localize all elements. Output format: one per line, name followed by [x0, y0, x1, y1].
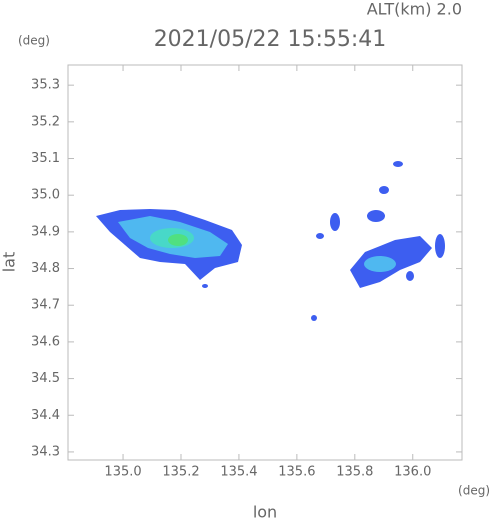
x-tick-label: 135.0: [104, 465, 141, 480]
echo: [364, 256, 396, 272]
y-unit: (deg): [18, 34, 50, 48]
echo: [168, 234, 188, 246]
x-unit: (deg): [458, 484, 490, 498]
x-axis-label: lon: [253, 503, 277, 522]
echoes: [96, 161, 445, 321]
echo: [367, 210, 385, 222]
y-tick-label: 34.3: [31, 444, 60, 459]
echo: [330, 213, 340, 231]
x-tick-label: 136.0: [394, 465, 431, 480]
x-tick-label: 135.4: [220, 465, 257, 480]
y-tick-label: 35.1: [31, 151, 60, 166]
y-tick-label: 34.6: [31, 334, 60, 349]
echo: [316, 233, 324, 239]
y-tick-label: 34.8: [31, 261, 60, 276]
echo: [393, 161, 403, 167]
y-tick-label: 34.9: [31, 224, 60, 239]
echo: [202, 284, 208, 288]
y-tick-label: 34.5: [31, 371, 60, 386]
y-tick-label: 35.2: [31, 114, 60, 129]
x-tick-label: 135.2: [162, 465, 199, 480]
echo: [379, 186, 389, 194]
chart-title: 2021/05/22 15:55:41: [154, 27, 387, 52]
x-tick-label: 135.6: [278, 465, 315, 480]
plot-frame: [67, 64, 463, 461]
echo: [311, 315, 317, 321]
echo: [435, 234, 445, 258]
y-tick-label: 34.4: [31, 408, 60, 423]
x-tick-label: 135.8: [336, 465, 373, 480]
y-axis-label: lat: [0, 252, 19, 273]
echo: [406, 271, 414, 281]
altitude-label: ALT(km) 2.0: [367, 0, 462, 19]
y-tick-label: 34.7: [31, 298, 60, 313]
y-tick-label: 35.0: [31, 188, 60, 203]
y-tick-label: 35.3: [31, 78, 60, 93]
